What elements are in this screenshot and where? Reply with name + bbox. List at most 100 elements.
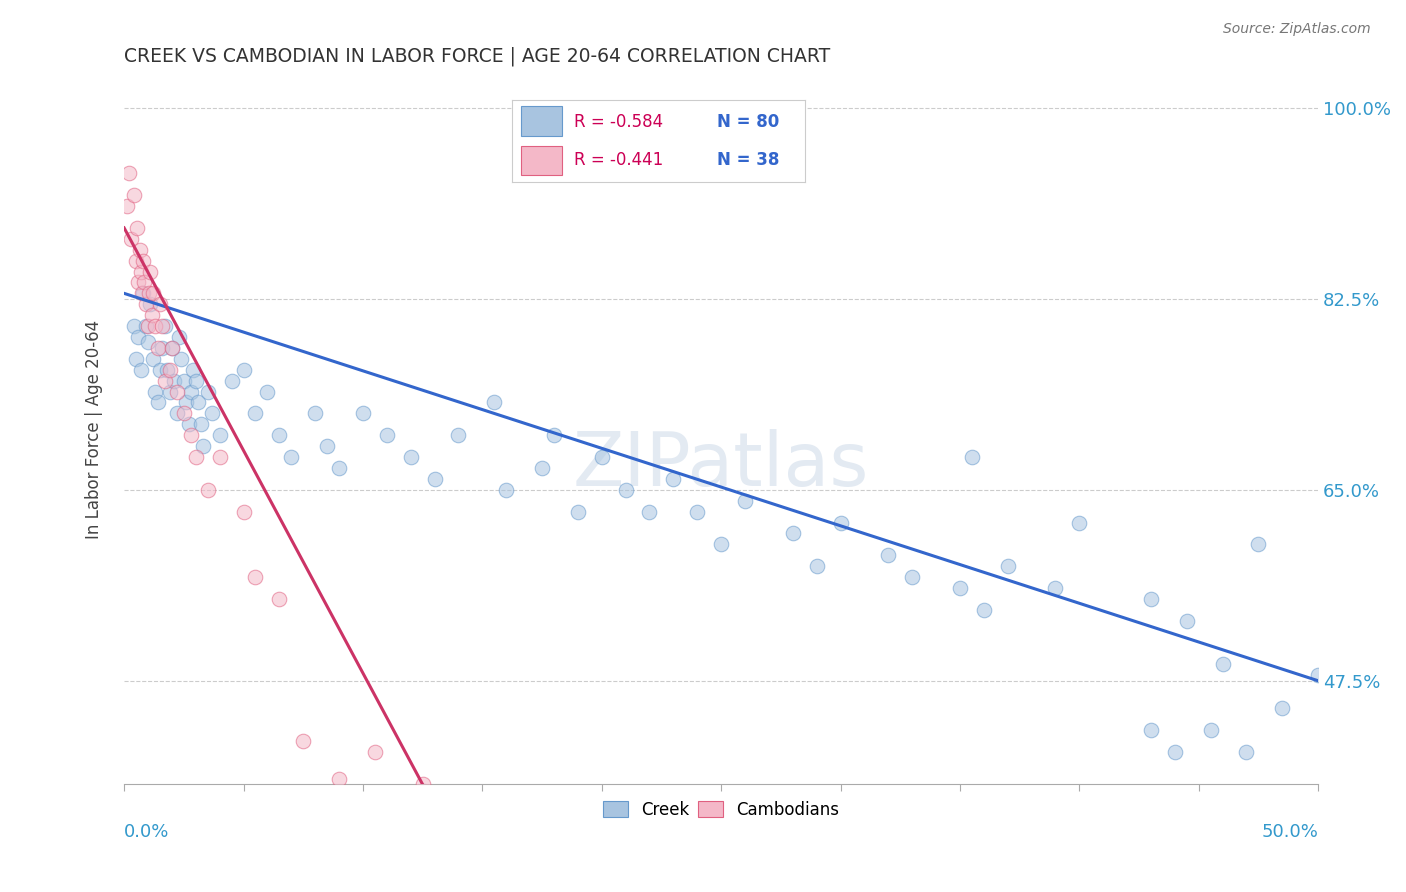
Point (159, 384, 181, 399)
Point (232, 505, 254, 519)
Point (125, 253, 148, 268)
Point (949, 581, 972, 595)
Point (138, 286, 160, 301)
Point (139, 264, 162, 278)
Point (134, 276, 156, 290)
Point (149, 297, 172, 311)
Point (399, 450, 422, 464)
Point (830, 516, 852, 530)
Point (1140, 723, 1163, 737)
Point (150, 319, 173, 334)
Point (141, 308, 163, 322)
Point (495, 483, 517, 497)
Point (143, 319, 166, 334)
Point (375, 428, 398, 442)
Point (174, 395, 197, 409)
Point (183, 363, 205, 377)
Point (170, 351, 193, 366)
Point (1247, 537, 1270, 551)
Point (190, 417, 212, 432)
Point (221, 374, 243, 388)
Point (1308, 668, 1330, 682)
Point (160, 341, 183, 355)
Point (269, 591, 291, 606)
Point (160, 341, 183, 355)
Point (156, 363, 179, 377)
Point (132, 286, 155, 301)
Point (125, 351, 148, 366)
Point (1212, 657, 1234, 672)
Point (638, 505, 661, 519)
Point (146, 341, 169, 355)
Point (153, 374, 176, 388)
Point (782, 526, 804, 541)
Point (159, 363, 181, 377)
Point (129, 363, 152, 377)
Point (143, 384, 166, 399)
Text: ZIPatlas: ZIPatlas (574, 429, 869, 501)
Point (136, 319, 159, 334)
Point (734, 493, 756, 508)
Point (447, 428, 470, 442)
Point (352, 406, 374, 420)
Point (153, 319, 176, 334)
Point (1271, 701, 1294, 715)
Point (132, 253, 155, 268)
Point (180, 384, 202, 399)
Point (484, 395, 506, 409)
Point (173, 406, 195, 420)
Text: Source: ZipAtlas.com: Source: ZipAtlas.com (1223, 22, 1371, 37)
Point (806, 559, 828, 574)
Point (543, 428, 565, 442)
Point (269, 428, 291, 442)
Point (142, 286, 165, 301)
Point (122, 319, 145, 334)
Point (167, 330, 190, 344)
Point (1045, 581, 1067, 595)
Point (150, 341, 173, 355)
Point (166, 406, 188, 420)
Point (208, 428, 231, 442)
Point (184, 374, 207, 388)
Point (662, 472, 685, 486)
Point (129, 264, 152, 278)
Point (960, 450, 983, 464)
Point (146, 395, 169, 409)
Point (412, 777, 434, 791)
Point (245, 406, 267, 420)
Point (256, 384, 278, 399)
Point (191, 439, 214, 453)
Point (423, 472, 446, 486)
Point (1140, 591, 1163, 606)
Point (1164, 745, 1187, 759)
Point (180, 428, 202, 442)
Point (197, 384, 219, 399)
Point (127, 330, 149, 344)
Y-axis label: In Labor Force | Age 20-64: In Labor Force | Age 20-64 (86, 320, 103, 540)
Point (187, 395, 209, 409)
Point (1236, 745, 1258, 759)
Point (280, 450, 302, 464)
Point (232, 363, 254, 377)
Point (173, 374, 195, 388)
Point (177, 417, 200, 432)
Point (877, 548, 900, 562)
Point (614, 483, 637, 497)
Point (1199, 723, 1222, 737)
Point (567, 505, 589, 519)
Point (304, 406, 326, 420)
Text: 50.0%: 50.0% (1261, 823, 1319, 841)
Point (135, 319, 157, 334)
Point (118, 166, 141, 180)
Point (328, 772, 350, 786)
Point (128, 243, 150, 257)
Point (131, 286, 153, 301)
Point (115, 199, 138, 213)
Point (149, 363, 172, 377)
Point (139, 297, 162, 311)
Point (163, 374, 186, 388)
Point (1175, 614, 1198, 628)
Point (292, 733, 315, 747)
Point (316, 439, 339, 453)
Point (997, 559, 1019, 574)
